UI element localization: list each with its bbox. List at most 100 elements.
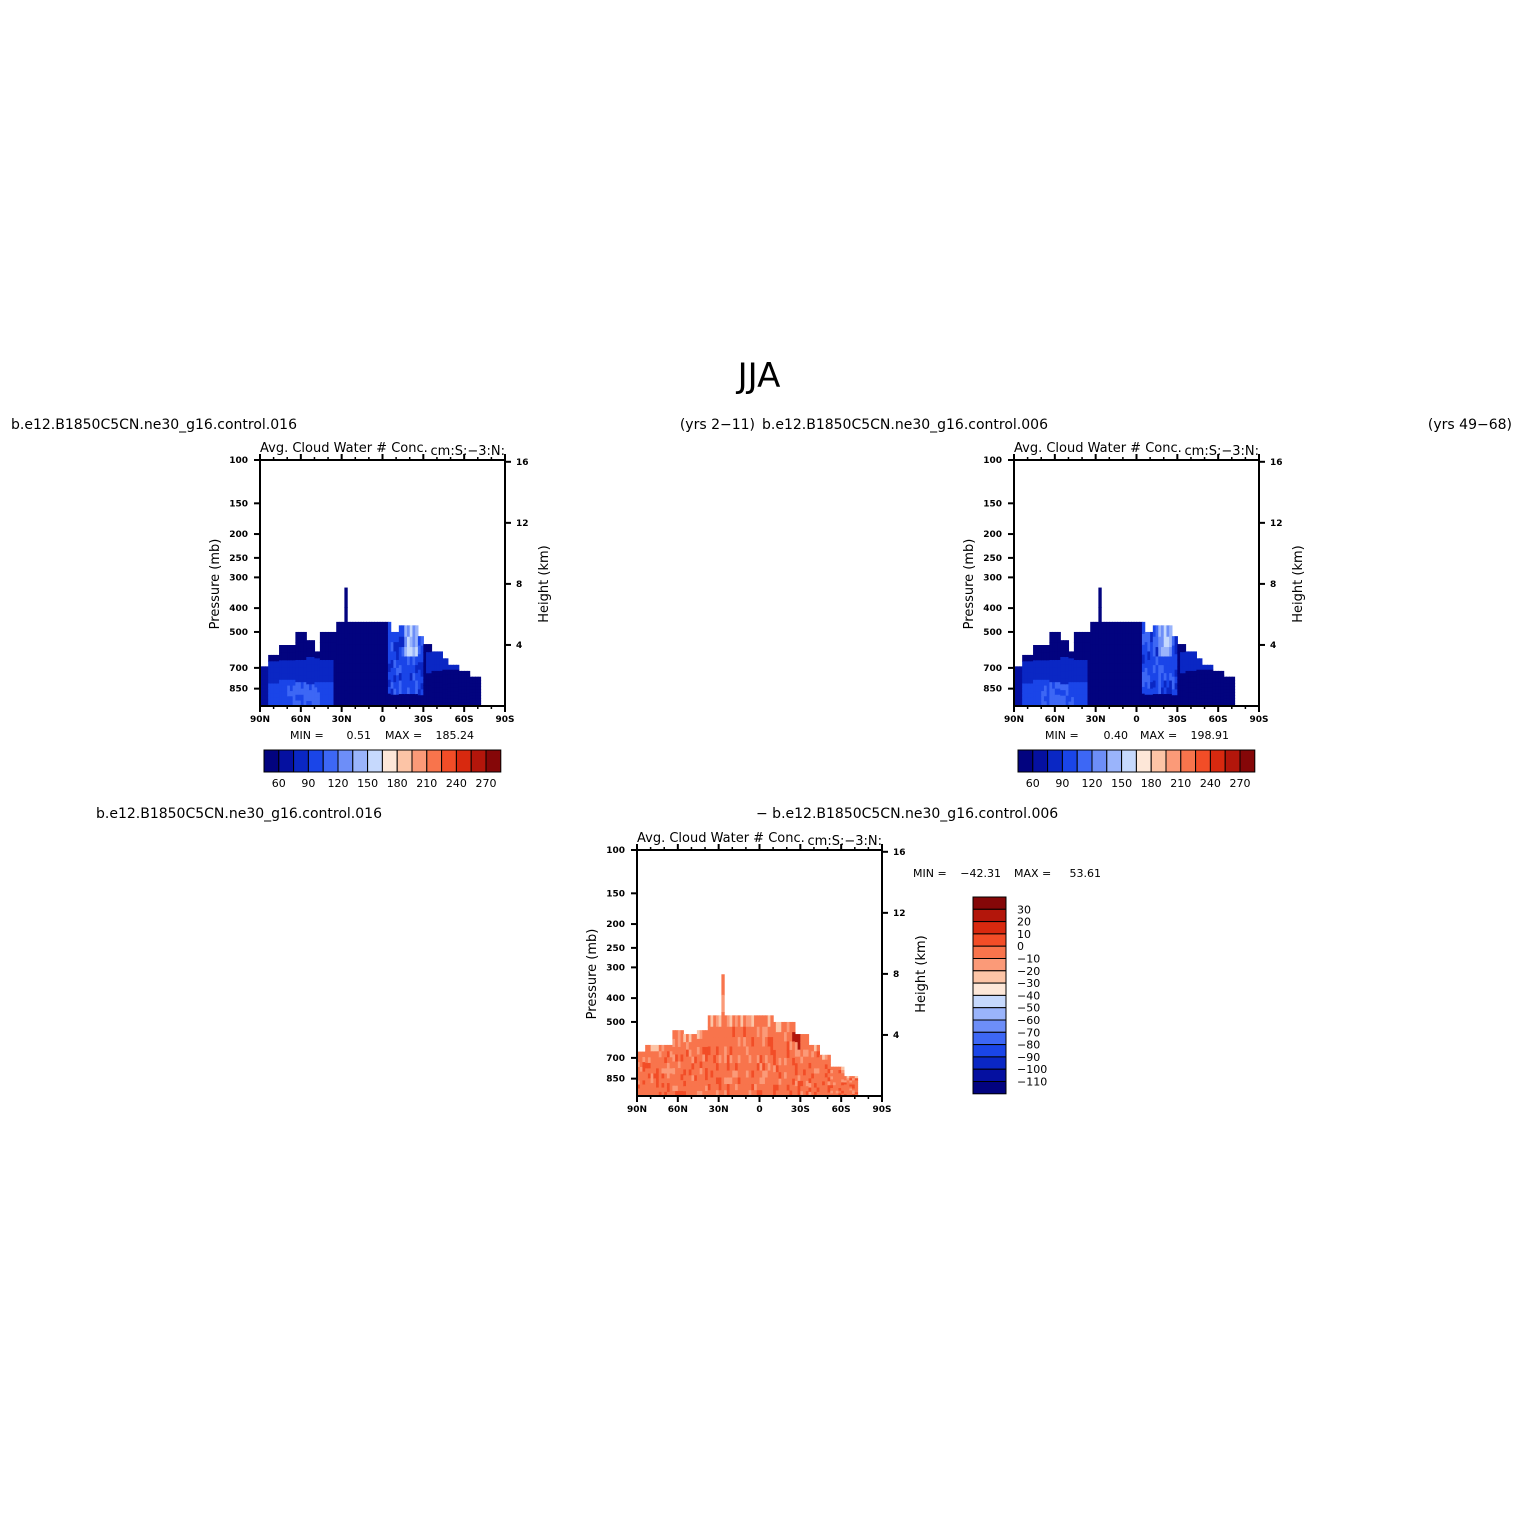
contour-cell	[816, 1062, 820, 1069]
contour-cell	[702, 1046, 706, 1056]
max-label: MAX =	[1140, 729, 1177, 742]
contour-cell	[1220, 682, 1225, 687]
contour-cell	[377, 621, 381, 635]
contour-cell	[827, 1068, 831, 1074]
contour-cell	[1098, 682, 1102, 692]
contour-cell	[1106, 633, 1110, 646]
contour-cell	[417, 645, 422, 655]
y-tick-label: 250	[229, 554, 248, 564]
contour-cell	[431, 664, 435, 672]
contour-cell	[1210, 698, 1214, 704]
contour-cell	[287, 701, 291, 707]
contour-cell	[276, 683, 280, 689]
contour-cell	[1035, 645, 1040, 654]
contour-cell	[797, 1049, 801, 1058]
contour-cell	[1133, 700, 1138, 707]
contour-cell	[650, 1087, 654, 1093]
y-tick-label: 700	[606, 1054, 625, 1064]
contour-cell	[1161, 636, 1165, 648]
contour-cell	[786, 1021, 791, 1033]
contour-cell	[756, 1046, 761, 1056]
contour-cell	[683, 1091, 687, 1097]
contour-cell	[1223, 686, 1227, 690]
contour-cell	[827, 1073, 831, 1078]
plot-area: 90N 60N 30N 0 30S 60S 90S 10015020025030040050…	[229, 454, 529, 725]
contour-cell	[1174, 669, 1178, 678]
colorbar-label: 20	[1017, 916, 1031, 929]
contour-cell	[775, 1021, 780, 1033]
contour-cell	[707, 1077, 712, 1085]
contour-cell	[382, 654, 386, 665]
contour-cell	[1152, 636, 1157, 648]
y2-tick-label: 16	[1270, 458, 1283, 468]
contour-cell	[1226, 676, 1230, 681]
contour-cell	[819, 1068, 823, 1074]
contour-cell	[675, 1074, 679, 1081]
contour-cell	[841, 1070, 845, 1074]
x-tick-label: 60S	[832, 1105, 851, 1115]
contour-cell	[368, 621, 373, 635]
contour-cell	[436, 697, 441, 703]
contour-cell	[415, 700, 419, 707]
variable-label: Avg. Cloud Water # Conc.	[1014, 441, 1182, 456]
contour-cell	[1068, 658, 1072, 666]
contour-cell	[1092, 621, 1097, 635]
contour-cell	[1207, 702, 1211, 707]
contour-cell	[715, 1026, 720, 1038]
contour-cell	[1090, 700, 1094, 707]
contour-cell	[1024, 661, 1029, 668]
contour-cell	[398, 687, 403, 695]
contour-cell	[1190, 664, 1195, 672]
contour-cell	[656, 1057, 660, 1064]
contour-cell	[1060, 648, 1064, 658]
contour-cell	[1016, 679, 1021, 685]
y-tick-label: 150	[229, 499, 248, 509]
contour-cell	[260, 699, 264, 704]
contour-cell	[289, 652, 294, 661]
contour-cell	[341, 679, 345, 688]
contour-cell	[658, 1083, 663, 1089]
contour-cell	[371, 672, 375, 681]
contour-cell	[1103, 700, 1108, 707]
contour-cell	[762, 1037, 766, 1048]
contour-cell	[661, 1083, 665, 1089]
contour-cell	[762, 1070, 766, 1079]
contour-cell	[656, 1083, 660, 1089]
contour-cell	[1180, 696, 1184, 702]
contour-cell	[1041, 685, 1045, 692]
contour-cell	[702, 1054, 706, 1063]
contour-cell	[819, 1073, 823, 1078]
contour-cell	[295, 642, 299, 653]
contour-cell	[800, 1049, 804, 1058]
colorbar-swatch	[367, 749, 383, 773]
y-tick-label: 300	[229, 573, 248, 583]
contour-cell	[347, 686, 351, 695]
contour-cell	[1207, 691, 1211, 696]
contour-cell	[303, 659, 307, 669]
contour-cell	[260, 688, 264, 693]
contour-cell	[1092, 644, 1097, 656]
contour-cell	[1177, 666, 1181, 674]
contour-cell	[1106, 693, 1110, 701]
contour-cell	[1103, 686, 1108, 695]
contour-cell	[1122, 633, 1127, 646]
contour-cell	[729, 1055, 733, 1064]
contour-cell	[398, 694, 403, 701]
contour-cell	[1122, 672, 1127, 681]
years-label: (yrs 2−11)	[680, 417, 755, 433]
contour-cell	[775, 1072, 780, 1080]
contour-cell	[849, 1080, 853, 1084]
contour-cell	[1141, 686, 1146, 695]
contour-cell	[721, 1071, 725, 1081]
contour-cell	[445, 674, 449, 681]
contour-cell	[407, 656, 411, 666]
contour-cell	[732, 1015, 736, 1028]
contour-cell	[1128, 654, 1132, 665]
contour-cell	[1220, 674, 1225, 680]
contour-cell	[1019, 699, 1023, 704]
colorbar: 60 90 120 150 180 210 240 270	[1017, 749, 1256, 790]
contour-cell	[360, 633, 365, 646]
contour-cell	[289, 701, 294, 707]
contour-cell	[295, 667, 299, 676]
contour-cell	[273, 661, 277, 668]
